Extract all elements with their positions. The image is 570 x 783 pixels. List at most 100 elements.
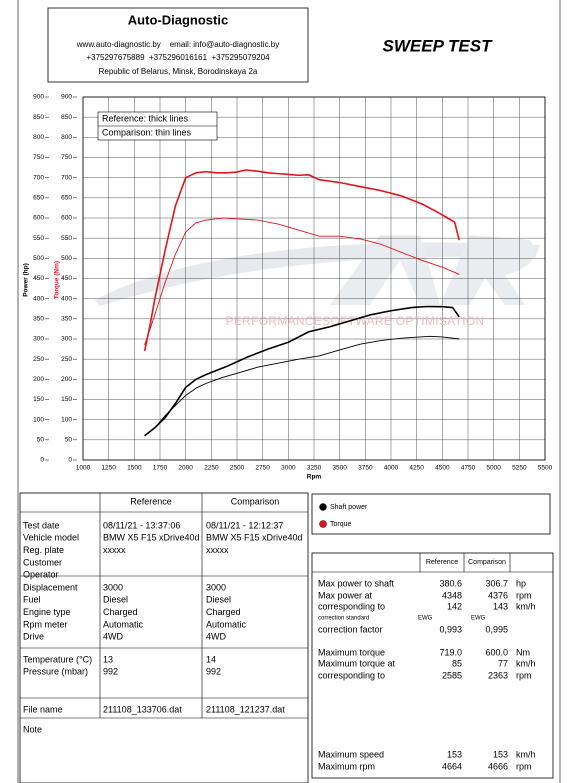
y-tick-label: 200	[33, 376, 44, 383]
x-tick-label: 3250	[307, 465, 322, 472]
x-tick-label: 2750	[255, 465, 270, 472]
series-line	[144, 217, 460, 346]
x-tick-label: 2000	[178, 465, 193, 472]
x-tick-label: 3000	[281, 465, 296, 472]
comparison-value: Charged	[206, 607, 241, 617]
row-label: File name	[23, 704, 63, 714]
y-tick-label: 900	[33, 94, 44, 101]
phones: +375297675889 +375296016161 +37529507920…	[86, 53, 270, 62]
x-tick-label: 1750	[153, 465, 168, 472]
x-axis-title: Rpm	[307, 474, 322, 481]
y2-tick-label: 800	[61, 134, 72, 141]
series-line	[144, 305, 460, 437]
comparison-value: 4376	[488, 590, 508, 600]
comparison-value: 14	[206, 654, 216, 664]
reference-value: 992	[103, 667, 118, 677]
y2-tick-label: 50	[65, 437, 73, 444]
reference-value: 211108_133706.dat	[103, 704, 182, 714]
annotation: Reference: thick lines	[102, 113, 189, 123]
row-label: correction standard	[318, 616, 369, 622]
comparison-value: 153	[493, 749, 508, 759]
row-label: Reg. plate	[23, 545, 64, 555]
x-tick-label: 4250	[409, 465, 424, 472]
row-label: Maximum torque at	[318, 658, 396, 668]
table-frame	[19, 492, 309, 783]
unit: Nm	[516, 647, 530, 657]
comparison-value: 4WD	[206, 632, 227, 642]
address: Republic of Belarus, Minsk, Borodinskaya…	[99, 67, 258, 76]
x-tick-label: 5000	[486, 465, 501, 472]
column-header: Comparison	[231, 496, 280, 506]
reference-value: 4348	[442, 590, 462, 600]
x-tick-label: 1250	[101, 465, 116, 472]
x-tick-label: 2250	[204, 465, 219, 472]
y2-tick-label: 650	[61, 195, 72, 202]
annotation: Comparison: thin lines	[102, 127, 192, 137]
y-tick-label: 300	[33, 336, 44, 343]
comparison-value: 306.7	[485, 578, 508, 588]
column-header: Comparison	[468, 559, 506, 566]
y-tick-label: 600	[33, 215, 44, 222]
y2-tick-label: 200	[61, 376, 72, 383]
row-label: corresponding to	[318, 670, 385, 680]
comparison-value: 143	[493, 601, 508, 611]
unit: rpm	[516, 761, 532, 771]
reference-value: 2585	[442, 670, 462, 680]
reference-value: 4WD	[103, 632, 124, 642]
comparison-value: 0,995	[485, 624, 508, 634]
row-label: Max power to shaft	[318, 578, 395, 588]
reference-value: xxxxx	[103, 545, 126, 555]
row-label: Drive	[23, 632, 44, 642]
comparison-value: EWG	[471, 616, 486, 622]
y-tick-label: 650	[33, 195, 44, 202]
x-tick-label: 4000	[384, 465, 399, 472]
x-tick-label: 2500	[230, 465, 245, 472]
row-label: Maximum speed	[318, 749, 384, 759]
report-title: SWEEP TEST	[383, 36, 494, 55]
y2-tick-label: 900	[61, 94, 72, 101]
chart: 1000 1250 1500 1750 2000 2250 2500 2750 3000 3250…	[23, 94, 553, 481]
column-header: Reference	[130, 496, 172, 506]
y-axis-title: Power (hp)	[23, 263, 30, 297]
y-tick-label: 400	[33, 295, 44, 302]
row-label: correction factor	[318, 624, 383, 634]
vehicle-table: Reference Comparison Test date 08/11/21 - 1…	[19, 492, 309, 783]
y2-tick-label: 700	[61, 174, 72, 181]
y-tick-label: 0	[40, 457, 44, 464]
reference-value: 3000	[103, 582, 123, 592]
reference-value: Automatic	[103, 619, 144, 629]
unit: km/h	[516, 601, 536, 611]
x-tick-label: 5250	[512, 465, 527, 472]
y2-axis-title: Torque (Nm)	[54, 261, 61, 299]
x-tick-label: 4750	[461, 465, 476, 472]
row-label: Vehicle model	[23, 533, 79, 543]
y2-tick-label: 0	[68, 457, 72, 464]
y-tick-label: 250	[33, 356, 44, 363]
company-name: Auto-Diagnostic	[128, 12, 228, 27]
y-tick-label: 500	[33, 255, 44, 262]
table-frame	[311, 552, 554, 779]
comparison-value: Diesel	[206, 595, 231, 605]
reference-value: 13	[103, 654, 113, 664]
comparison-value: 4666	[488, 761, 508, 771]
legend-box	[311, 493, 551, 535]
reference-value: 0,993	[439, 624, 462, 634]
comparison-value: 600.0	[485, 647, 508, 657]
reference-value: 142	[447, 601, 462, 611]
y-tick-label: 750	[33, 154, 44, 161]
y-tick-label: 550	[33, 235, 44, 242]
row-label: Temperature (°C)	[23, 654, 92, 664]
contacts: www.auto-diagnostic.by email: info@auto-…	[76, 40, 279, 49]
comparison-value: 08/11/21 - 12:12:37	[206, 520, 283, 530]
y-tick-label: 100	[33, 416, 44, 423]
y2-tick-label: 300	[61, 336, 72, 343]
y2-tick-label: 100	[61, 416, 72, 423]
legend-label: Torque	[330, 521, 352, 528]
y-tick-label: 50	[37, 437, 45, 444]
row-label: Displacement	[23, 582, 78, 592]
y2-tick-label: 600	[61, 215, 72, 222]
x-tick-label: 3500	[332, 465, 347, 472]
header-box	[47, 7, 309, 83]
y2-tick-label: 500	[61, 255, 72, 262]
